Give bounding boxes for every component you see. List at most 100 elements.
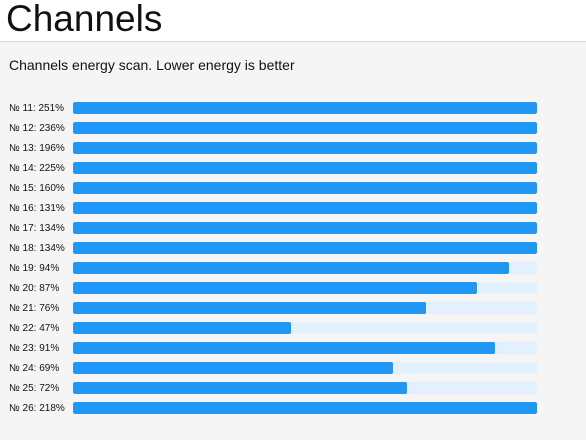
channel-number: 15 (22, 183, 34, 194)
channel-label: № 25: 72% (9, 383, 60, 394)
channel-number-sign: № (9, 283, 20, 294)
channel-label: № 21: 76% (9, 303, 60, 314)
channel-number-sign: № (9, 363, 20, 374)
channel-energy: 47% (39, 323, 60, 334)
channel-number: 24 (22, 363, 34, 374)
channel-number-sign: № (9, 183, 20, 194)
channel-energy-bar (73, 122, 537, 134)
channel-number-sign: № (9, 223, 20, 234)
channel-energy: 134% (39, 223, 65, 234)
channel-energy-bar-fill (73, 122, 537, 134)
channel-number: 25 (22, 383, 34, 394)
channel-energy-bar (73, 402, 537, 414)
channel-energy-bar (73, 302, 537, 314)
channel-energy-bar-fill (73, 142, 537, 154)
channel-number-sign: № (9, 123, 20, 134)
channel-label: № 13: 196% (9, 143, 65, 154)
channel-number: 23 (22, 343, 34, 354)
channel-row: № 24: 69% (9, 362, 537, 382)
channel-number-sign: № (9, 343, 20, 354)
channel-energy-bar-fill (73, 282, 477, 294)
channel-label: № 20: 87% (9, 283, 60, 294)
channel-energy-bar-fill (73, 322, 292, 334)
channel-number-sign: № (9, 243, 20, 254)
channel-energy-bar-fill (73, 182, 537, 194)
channel-number-sign: № (9, 143, 20, 154)
channel-energy-bar-fill (73, 302, 426, 314)
channel-row: № 11: 251% (9, 102, 537, 122)
channel-energy: 218% (39, 403, 65, 414)
channel-energy-bar (73, 182, 537, 194)
channel-number: 18 (22, 243, 34, 254)
channel-energy-bar (73, 102, 537, 114)
channel-number-sign: № (9, 303, 20, 314)
channel-number-sign: № (9, 103, 20, 114)
channel-row: № 16: 131% (9, 202, 537, 222)
channel-energy-bar (73, 222, 537, 234)
channel-energy: 225% (39, 163, 65, 174)
channel-row: № 25: 72% (9, 382, 537, 402)
channel-energy: 236% (39, 123, 65, 134)
channel-row: № 15: 160% (9, 182, 537, 202)
channel-number-sign: № (9, 383, 20, 394)
channel-label: № 11: 251% (9, 103, 65, 114)
channel-row: № 18: 134% (9, 242, 537, 262)
page-title: Channels (6, 0, 163, 39)
channel-number: 19 (22, 263, 34, 274)
channel-label: № 16: 131% (9, 203, 65, 214)
channel-label: № 15: 160% (9, 183, 65, 194)
channel-energy-bar-fill (73, 382, 408, 394)
channel-energy: 131% (39, 203, 65, 214)
channel-label: № 24: 69% (9, 363, 60, 374)
channel-energy: 94% (39, 263, 60, 274)
channel-energy-bar-fill (73, 362, 394, 374)
channel-number: 16 (22, 203, 34, 214)
channel-energy-bar-fill (73, 242, 537, 254)
channel-energy-bar-fill (73, 162, 537, 174)
channel-number: 14 (22, 163, 34, 174)
channel-number-sign: № (9, 203, 20, 214)
channel-energy-bar-fill (73, 262, 510, 274)
channel-label: № 23: 91% (9, 343, 60, 354)
channel-energy-bar (73, 342, 537, 354)
channel-number-sign: № (9, 163, 20, 174)
channel-row: № 23: 91% (9, 342, 537, 362)
channel-number-sign: № (9, 323, 20, 334)
channel-energy-bar (73, 262, 537, 274)
channel-energy: 72% (39, 383, 60, 394)
channel-energy: 76% (39, 303, 60, 314)
channel-number: 12 (22, 123, 34, 134)
channel-energy-bar-fill (73, 342, 496, 354)
channel-energy-bar (73, 282, 537, 294)
page-subtitle: Channels energy scan. Lower energy is be… (9, 57, 295, 73)
channel-energy: 196% (39, 143, 65, 154)
channel-energy: 134% (39, 243, 65, 254)
channel-number: 22 (22, 323, 34, 334)
channel-energy-bar (73, 362, 537, 374)
channel-energy-bar (73, 242, 537, 254)
channel-energy-bar-fill (73, 222, 537, 234)
channel-energy-bar-fill (73, 102, 537, 114)
channel-number-sign: № (9, 403, 20, 414)
channel-label: № 26: 218% (9, 403, 65, 414)
channel-energy: 160% (39, 183, 65, 194)
channel-row: № 22: 47% (9, 322, 537, 342)
channel-energy-bar-fill (73, 202, 537, 214)
channel-row: № 14: 225% (9, 162, 537, 182)
channel-energy-bar (73, 202, 537, 214)
channel-row: № 12: 236% (9, 122, 537, 142)
channel-energy-bar (73, 382, 537, 394)
channel-energy: 91% (39, 343, 60, 354)
channel-row: № 17: 134% (9, 222, 537, 242)
channel-number: 20 (22, 283, 34, 294)
channel-number: 26 (22, 403, 34, 414)
page-header: Channels (0, 0, 586, 42)
channel-energy-bar (73, 322, 537, 334)
channel-row: № 13: 196% (9, 142, 537, 162)
channel-number-sign: № (9, 263, 20, 274)
channel-row: № 19: 94% (9, 262, 537, 282)
channel-energy-bar (73, 162, 537, 174)
channel-energy-bar-fill (73, 402, 537, 414)
channel-row: № 26: 218% (9, 402, 537, 422)
channel-row: № 20: 87% (9, 282, 537, 302)
